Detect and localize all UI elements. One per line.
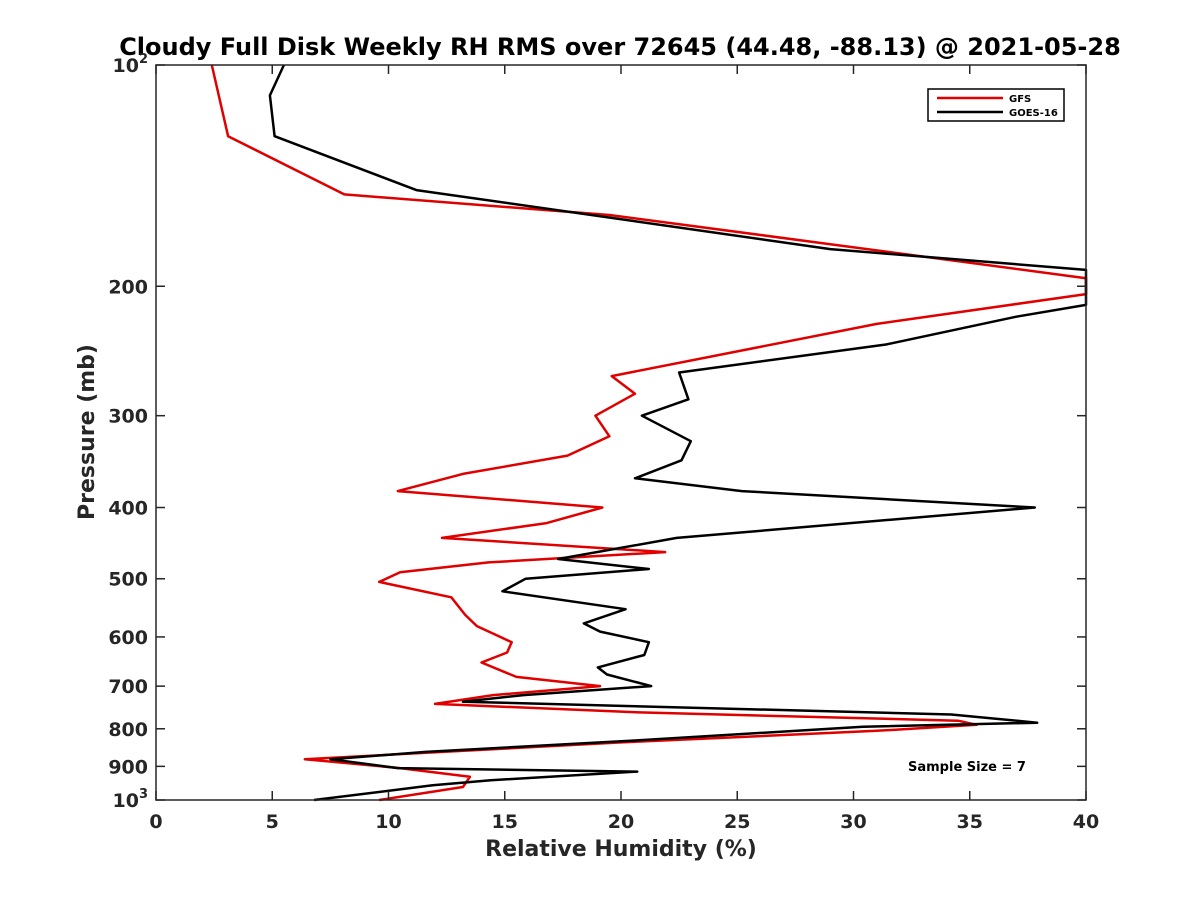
x-tick-label: 0 (149, 811, 162, 833)
x-axis-label: Relative Humidity (%) (485, 837, 757, 862)
x-tick-label: 20 (608, 811, 634, 833)
legend: GFS GOES-16 (927, 88, 1065, 122)
sample-size-annotation: Sample Size = 7 (908, 760, 1026, 775)
x-tick-label: 30 (840, 811, 866, 833)
x-axis: 0 5 10 15 20 25 30 35 40 (149, 65, 1099, 833)
y-tick-label: 400 (108, 498, 148, 520)
x-tick-label: 25 (724, 811, 750, 833)
y-tick-label: 800 (108, 719, 148, 741)
legend-box (927, 88, 1065, 122)
y-axis: 102 200 300 400 500 600 700 800 900 103 (108, 52, 1086, 812)
x-tick-label: 15 (492, 811, 518, 833)
x-tick-label: 5 (266, 811, 279, 833)
x-tick-label: 35 (957, 811, 983, 833)
series-line-gfs (210, 64, 1088, 802)
y-axis-label: Pressure (mb) (75, 344, 100, 520)
y-tick-label: 200 (108, 276, 148, 298)
x-tick-label: 10 (375, 811, 401, 833)
y-tick-label: 300 (108, 406, 148, 428)
y-tick-label: 600 (108, 627, 148, 649)
y-tick-label: 700 (108, 676, 148, 698)
y-tick-label: 900 (108, 756, 148, 778)
legend-label: GOES-16 (1009, 108, 1058, 119)
y-tick-label: 103 (113, 787, 149, 812)
chart-title: Cloudy Full Disk Weekly RH RMS over 7264… (119, 33, 1121, 61)
series-line-goes-16 (268, 64, 1088, 802)
series-layer (210, 64, 1088, 802)
legend-label: GFS (1009, 94, 1031, 105)
y-tick-label: 102 (113, 52, 149, 77)
y-tick-label: 500 (108, 569, 148, 591)
x-tick-label: 40 (1073, 811, 1099, 833)
